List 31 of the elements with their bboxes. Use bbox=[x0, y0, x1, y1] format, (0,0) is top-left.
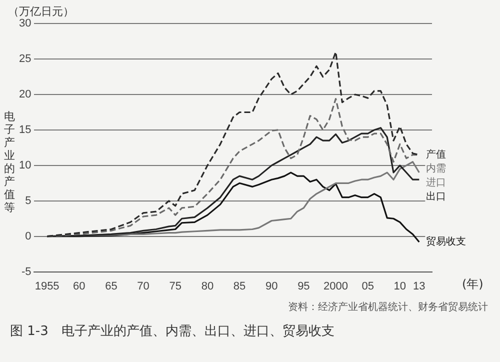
x-tick-label: 75 bbox=[169, 280, 182, 292]
y-tick-label: 15 bbox=[18, 124, 32, 136]
x-tick-label: 65 bbox=[105, 280, 118, 292]
x-tick-label: 85 bbox=[233, 280, 246, 292]
x-tick-label: 60 bbox=[73, 280, 86, 292]
x-tick-label: 13 bbox=[413, 280, 426, 292]
x-tick-label: 1955 bbox=[34, 280, 60, 292]
text: 图 1-3 电子产业的产值、内需、出口、进口、贸易收支 bbox=[10, 323, 334, 340]
series-label: 进口 bbox=[426, 176, 446, 188]
series-label: 内需 bbox=[426, 162, 446, 174]
x-tick-label: 80 bbox=[201, 280, 214, 292]
x-tick-label: 95 bbox=[298, 280, 310, 292]
series-label: 贸易收支 bbox=[426, 236, 466, 248]
series-label: 产值 bbox=[426, 148, 446, 160]
y-tick-label: 20 bbox=[18, 88, 32, 101]
x-tick-label: 90 bbox=[265, 280, 278, 292]
y-tick-label: 30 bbox=[18, 18, 32, 30]
y-tick-label: 25 bbox=[18, 53, 32, 66]
y-tick-label: 10 bbox=[18, 159, 32, 172]
x-tick-label: 10 bbox=[394, 280, 406, 292]
y-tick-label: 0 bbox=[25, 230, 32, 242]
y-tick-label: -5 bbox=[21, 266, 32, 278]
x-tick-label: 2000 bbox=[324, 280, 348, 292]
y-axis-title: 电子产业的产值等 bbox=[4, 110, 16, 214]
x-tick-label: 05 bbox=[362, 280, 374, 292]
y-tick-label: 5 bbox=[25, 194, 32, 207]
x-tick-label: 70 bbox=[137, 280, 150, 292]
text: 资料：经济产业省机器统计、财务省贸易统计 bbox=[288, 300, 488, 314]
text: （万亿日元） bbox=[8, 4, 74, 18]
series-label: 出口 bbox=[426, 190, 446, 202]
x-axis-title: (年) bbox=[462, 276, 484, 293]
